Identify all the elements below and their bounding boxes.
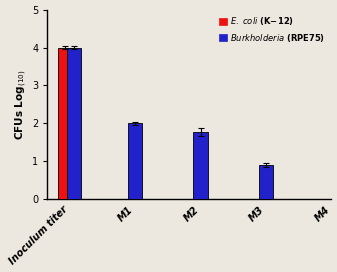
Y-axis label: CFUs Log$_{(10)}$: CFUs Log$_{(10)}$: [14, 69, 29, 140]
Bar: [259, 165, 273, 199]
Bar: [193, 132, 208, 199]
Legend: $\it{E.\ coli}\ \mathbf{(K\!-\!12)}$, $\it{Burkholderia}\ \mathbf{(RPE75)}$: $\it{E.\ coli}\ \mathbf{(K\!-\!12)}$, $\…: [217, 14, 327, 45]
Bar: [128, 123, 142, 199]
Bar: [58, 48, 72, 199]
Bar: [67, 48, 81, 199]
